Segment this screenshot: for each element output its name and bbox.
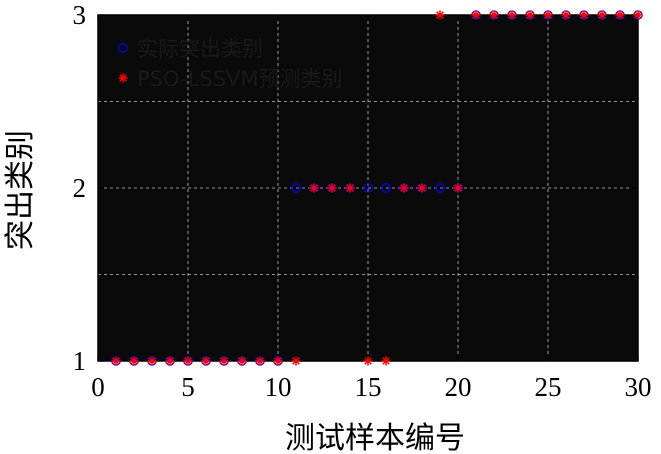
data-point-predicted — [525, 10, 535, 20]
data-point-predicted — [147, 356, 157, 366]
data-point-predicted — [237, 356, 247, 366]
data-point-predicted — [489, 10, 499, 20]
legend-circle-mark — [118, 43, 128, 53]
data-point-actual — [435, 183, 445, 193]
data-point-predicted — [543, 10, 553, 20]
x-tick-label: 10 — [265, 372, 292, 402]
legend: 实际突出类别 PSO-LSSVM预测类别 — [118, 37, 343, 91]
axis-ticks: 0 5 10 15 20 25 30 1 2 3 — [73, 0, 652, 402]
data-point-actual — [363, 183, 373, 193]
data-point-predicted — [255, 356, 265, 366]
legend-asterisk-mark — [118, 73, 128, 83]
x-tick-label: 20 — [445, 372, 472, 402]
x-tick-label: 0 — [91, 372, 105, 402]
data-point-predicted — [165, 356, 175, 366]
x-tick-label: 15 — [355, 372, 382, 402]
y-axis-label: 突出类别 — [3, 130, 38, 250]
data-point-predicted — [345, 183, 355, 193]
data-point-actual — [291, 183, 301, 193]
data-point-predicted — [219, 356, 229, 366]
legend-label-predicted: PSO-LSSVM预测类别 — [137, 67, 343, 91]
legend-entry-predicted: PSO-LSSVM预测类别 — [118, 67, 343, 91]
data-point-predicted — [561, 10, 571, 20]
data-point-predicted — [201, 356, 211, 366]
legend-label-actual: 实际突出类别 — [137, 37, 263, 61]
x-tick-label: 30 — [625, 372, 652, 402]
data-point-predicted — [471, 10, 481, 20]
data-point-predicted — [435, 10, 445, 20]
data-point-predicted — [579, 10, 589, 20]
x-axis-label: 测试样本编号 — [285, 421, 465, 454]
data-point-predicted — [381, 356, 391, 366]
data-point-predicted — [129, 356, 139, 366]
data-point-predicted — [417, 183, 427, 193]
legend-entry-actual: 实际突出类别 — [118, 37, 263, 61]
y-tick-label: 1 — [73, 346, 87, 376]
data-point-predicted — [327, 183, 337, 193]
data-point-predicted — [615, 10, 625, 20]
data-point-predicted — [597, 10, 607, 20]
data-point-predicted — [363, 356, 373, 366]
x-tick-label: 25 — [535, 372, 562, 402]
data-point-predicted — [309, 183, 319, 193]
legend-marker-circle — [118, 43, 128, 53]
data-point-predicted — [399, 183, 409, 193]
grid-lines — [98, 15, 638, 361]
data-point-actual — [381, 183, 391, 193]
legend-marker-asterisk — [118, 73, 128, 83]
x-tick-label: 5 — [181, 372, 195, 402]
data-point-predicted — [507, 10, 517, 20]
data-point-predicted — [633, 10, 643, 20]
y-tick-label: 2 — [73, 173, 87, 203]
data-marks — [111, 10, 643, 366]
data-point-predicted — [453, 183, 463, 193]
data-point-predicted — [183, 356, 193, 366]
data-point-predicted — [111, 356, 121, 366]
data-point-predicted — [273, 356, 283, 366]
data-point-predicted — [291, 356, 301, 366]
y-tick-label: 3 — [73, 0, 87, 30]
